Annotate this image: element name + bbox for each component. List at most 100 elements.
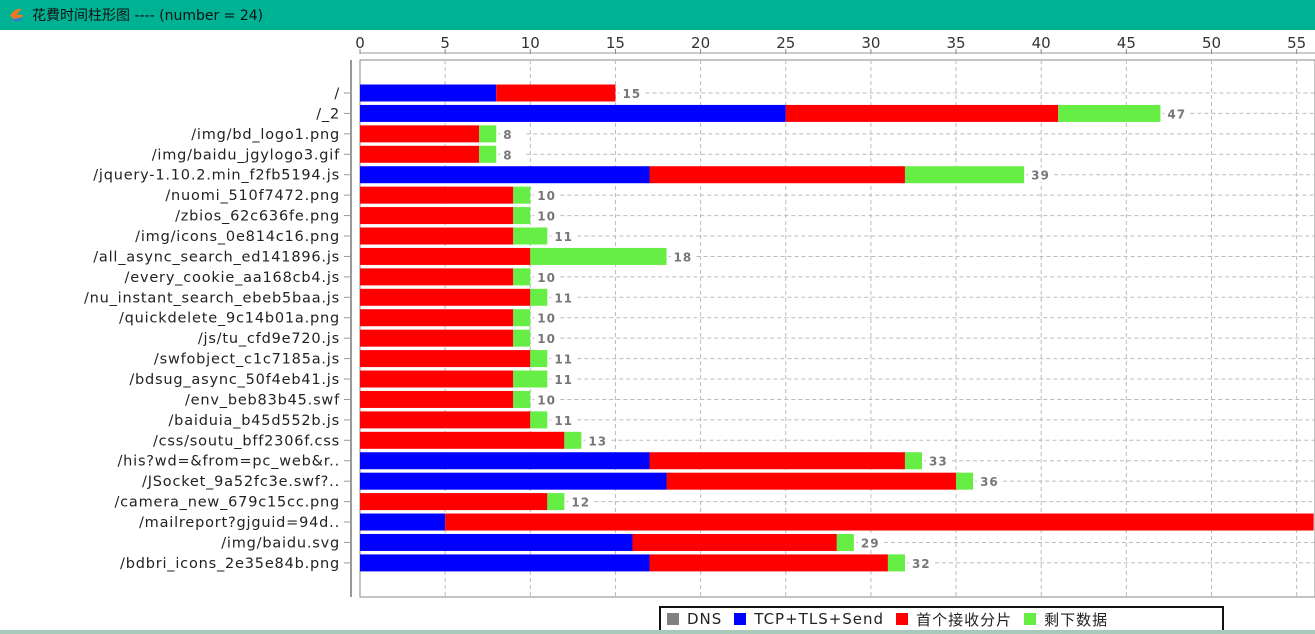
bar-segment- xyxy=(496,84,616,102)
bar-segment- xyxy=(513,309,531,327)
category-label: /bdsug_async_50f4eb41.js xyxy=(129,372,340,388)
bar-value-label: 8 xyxy=(503,148,512,162)
value-label-bg xyxy=(534,188,559,203)
bar-segment- xyxy=(530,411,548,429)
bar-segment- xyxy=(513,227,548,245)
bar-segment- xyxy=(479,125,497,143)
value-label-bg xyxy=(670,249,695,264)
legend-swatch xyxy=(734,613,747,625)
bar-value-label: 10 xyxy=(537,271,556,285)
bar-segment- xyxy=(513,207,531,225)
bar-value-label: 32 xyxy=(912,557,931,571)
category-label: /img/bd_logo1.png xyxy=(191,127,340,143)
category-label: /swfobject_c1c7185a.js xyxy=(154,352,340,368)
bar-segment-tcptlssend xyxy=(360,104,786,122)
bar-segment- xyxy=(360,125,480,143)
bar-value-label: 10 xyxy=(537,210,556,224)
bar-value-label: 11 xyxy=(554,414,573,428)
bar-segment- xyxy=(360,390,514,408)
value-label-bg xyxy=(551,290,576,305)
value-label-bg xyxy=(551,372,576,387)
bar-segment- xyxy=(649,166,905,184)
chart-legend: DNS TCP+TLS+Send 首个接收分片 剩下数据 xyxy=(659,606,1224,632)
bar-segment- xyxy=(513,186,531,204)
bar-segment- xyxy=(530,288,548,306)
x-tick-label: 20 xyxy=(691,34,710,52)
window-bottom-edge xyxy=(0,630,1315,634)
category-label: /img/baidu_jgylogo3.gif xyxy=(152,147,340,163)
window-title: 花費时间柱形图 ---- (number = 24) xyxy=(32,8,264,24)
category-label: /css/soutu_bff2306f.css xyxy=(153,433,340,449)
bar-segment- xyxy=(513,390,531,408)
bar-segment- xyxy=(360,186,514,204)
bar-segment-tcptlssend xyxy=(360,452,650,470)
bar-value-label: 8 xyxy=(503,128,512,142)
category-label: /env_beb83b45.swf xyxy=(185,392,340,408)
value-label-bg xyxy=(534,269,559,284)
category-label: /every_cookie_aa168cb4.js xyxy=(125,270,340,286)
bar-value-label: 33 xyxy=(929,455,948,469)
category-label: /bdbri_icons_2e35e84b.png xyxy=(120,556,340,572)
category-label: /_2 xyxy=(316,106,340,122)
bar-segment- xyxy=(360,329,514,347)
bar-segment- xyxy=(1058,104,1161,122)
value-label-bg xyxy=(619,86,644,100)
title-bar: 花費时间柱形图 ---- (number = 24) xyxy=(0,0,1315,30)
bar-segment-tcptlssend xyxy=(360,533,633,551)
x-tick-label: 55 xyxy=(1287,34,1306,52)
value-label-bg xyxy=(534,392,559,407)
bar-segment- xyxy=(360,268,514,286)
bar-segment-tcptlssend xyxy=(360,166,650,184)
legend-label: 首个接收分片 xyxy=(916,610,1013,629)
x-tick-label: 30 xyxy=(861,34,880,52)
x-tick-label: 10 xyxy=(521,34,540,52)
legend-item: DNS xyxy=(667,610,722,628)
bar-value-label: 29 xyxy=(861,536,880,550)
app-logo-icon xyxy=(10,8,24,22)
bar-value-label: 47 xyxy=(1167,107,1186,121)
value-label-bg xyxy=(534,310,559,325)
x-tick-label: 5 xyxy=(440,34,450,52)
value-label-bg xyxy=(925,453,950,468)
bar-segment- xyxy=(360,309,514,327)
x-tick-label: 25 xyxy=(776,34,795,52)
x-tick-label: 50 xyxy=(1202,34,1221,52)
bar-value-label: 13 xyxy=(588,434,607,448)
bar-segment- xyxy=(445,513,1314,531)
x-tick-label: 0 xyxy=(355,34,365,52)
bar-segment- xyxy=(564,431,582,449)
legend-swatch xyxy=(1024,613,1037,625)
value-label-bg xyxy=(568,494,593,509)
bar-segment- xyxy=(904,166,1025,184)
bar-segment- xyxy=(632,533,837,551)
bar-segment- xyxy=(513,268,531,286)
bar-segment- xyxy=(904,452,922,470)
bars-group xyxy=(360,84,1314,572)
value-label-bg xyxy=(500,126,525,141)
legend-swatch xyxy=(667,613,679,625)
bar-segment- xyxy=(956,472,974,490)
bar-value-label: 18 xyxy=(674,250,693,264)
bar-segment-tcptlssend xyxy=(360,84,497,102)
value-label-bg xyxy=(585,433,610,448)
category-label: /baiduia_b45d552b.js xyxy=(169,413,341,429)
bar-segment- xyxy=(836,533,854,551)
x-tick-label: 45 xyxy=(1117,34,1136,52)
value-label-bg xyxy=(908,555,933,570)
value-label-bg xyxy=(551,351,576,366)
bar-segment-tcptlssend xyxy=(360,554,650,572)
value-label-bg xyxy=(551,412,576,427)
bar-segment- xyxy=(785,104,1059,122)
bar-value-label: 11 xyxy=(554,353,573,367)
x-tick-label: 15 xyxy=(606,34,625,52)
legend-swatch xyxy=(896,613,909,625)
bar-segment- xyxy=(360,247,531,265)
category-label: /all_async_search_ed141896.js xyxy=(93,249,340,265)
bar-value-label: 10 xyxy=(537,393,556,407)
bar-segment- xyxy=(360,227,514,245)
bar-segment- xyxy=(360,350,531,368)
value-label-bg xyxy=(1028,167,1053,182)
bar-segment- xyxy=(360,431,565,449)
value-label-bg xyxy=(551,229,576,244)
value-label-bg xyxy=(500,147,525,162)
